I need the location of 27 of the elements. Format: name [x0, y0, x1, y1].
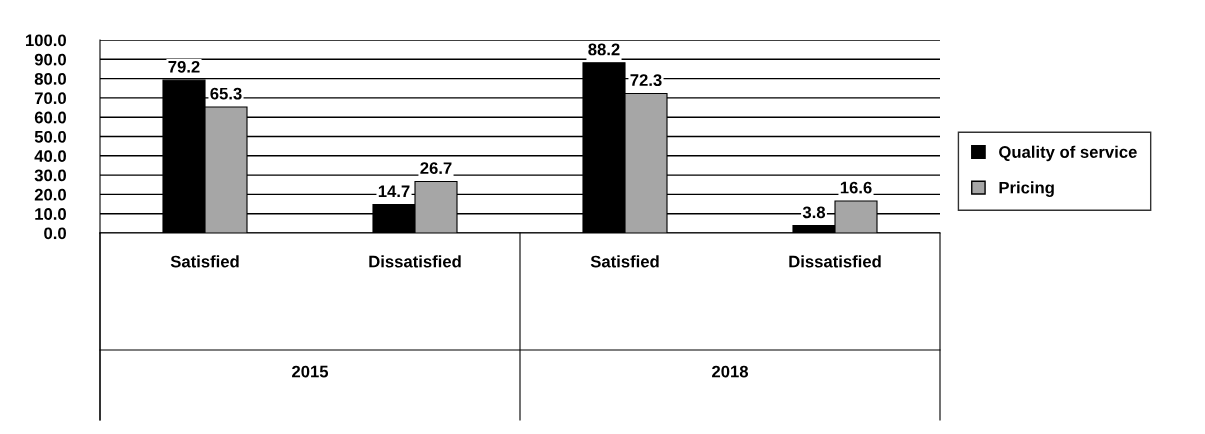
y-tick-label: 90.0 [34, 53, 66, 66]
y-tick-label: 80.0 [34, 73, 66, 85]
data-label: 65.3 [210, 87, 242, 100]
y-tick-label: 30.0 [34, 169, 66, 182]
x-tick-label: Dissatisfied [369, 255, 461, 268]
data-label: 14.7 [378, 185, 410, 197]
y-tick-label: 10.0 [35, 208, 66, 220]
data-label: 88.2 [588, 43, 620, 56]
data-label: 72.3 [630, 74, 662, 87]
x-tick-label: Satisfied [170, 255, 239, 268]
legend-label: Quality of service [999, 145, 1137, 162]
data-label: 3.8 [802, 206, 826, 219]
y-tick-label: 70.0 [34, 92, 66, 105]
data-label: 79.2 [168, 60, 200, 73]
data-label: 16.6 [840, 181, 872, 194]
data-label: 26.7 [420, 162, 452, 175]
y-tick-label: 60.0 [34, 111, 66, 124]
y-tick-label: 20.0 [34, 188, 66, 201]
y-tick-label: 100.0 [26, 34, 66, 47]
y-tick-label: 0.0 [44, 227, 66, 240]
x-tick-label: Satisfied [590, 255, 659, 268]
text: 2018 [712, 365, 749, 378]
legend-label: Pricing [999, 181, 1054, 197]
text: 2015 [292, 365, 329, 378]
y-tick-label: 40.0 [34, 150, 66, 162]
x-tick-label: Dissatisfied [789, 255, 881, 268]
y-tick-label: 50.0 [34, 130, 66, 143]
